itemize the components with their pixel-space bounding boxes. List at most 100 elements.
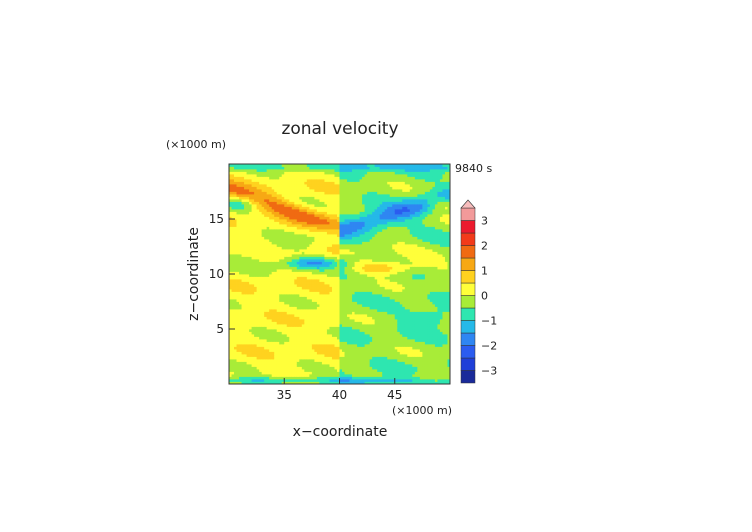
heatmap-cell (294, 221, 298, 225)
heatmap-cell (367, 306, 371, 310)
heatmap-cell (367, 281, 371, 285)
heatmap-cell (367, 346, 371, 350)
heatmap-cell (369, 216, 373, 220)
heatmap-cell (331, 266, 335, 270)
heatmap-cell (289, 209, 293, 212)
heatmap-cell (244, 319, 247, 322)
heatmap-cell (251, 229, 255, 232)
heatmap-cell (254, 281, 258, 285)
heatmap-cell (342, 166, 345, 170)
heatmap-cell (329, 336, 333, 340)
heatmap-cell (334, 359, 338, 362)
heatmap-cell (254, 346, 258, 350)
heatmap-cell (367, 266, 371, 270)
heatmap-cell (354, 256, 358, 260)
heatmap-cell (239, 284, 242, 287)
heatmap-cell (234, 166, 237, 170)
heatmap-cell (367, 229, 371, 232)
heatmap-cell (326, 341, 330, 345)
heatmap-cell (244, 256, 247, 260)
heatmap-cell (369, 324, 373, 327)
heatmap-cell (256, 216, 260, 220)
heatmap-cell (284, 346, 288, 350)
heatmap-cell (311, 301, 315, 305)
heatmap-cell (241, 281, 245, 285)
heatmap-cell (314, 279, 318, 282)
heatmap-cell (276, 361, 280, 365)
heatmap-cell (294, 346, 298, 350)
heatmap-cell (311, 316, 315, 320)
heatmap-cell (354, 301, 358, 305)
heatmap-cell (329, 309, 333, 312)
heatmap-cell (239, 376, 242, 380)
heatmap-cell (316, 241, 320, 245)
heatmap-cell (344, 166, 348, 170)
heatmap-cell (301, 214, 305, 217)
heatmap-cell (314, 371, 318, 375)
heatmap-cell (254, 191, 258, 195)
heatmap-cell (249, 286, 252, 290)
heatmap-cell (291, 294, 295, 297)
heatmap-cell (279, 209, 283, 212)
heatmap-cell (347, 229, 350, 232)
heatmap-cell (291, 366, 295, 370)
heatmap-cell (299, 349, 303, 352)
heatmap-cell (319, 174, 323, 177)
heatmap-cell (236, 221, 240, 225)
heatmap-cell (246, 261, 250, 265)
heatmap-cell (301, 339, 305, 342)
heatmap-cell (319, 291, 323, 295)
heatmap-cell (276, 201, 280, 205)
heatmap-cell (281, 244, 285, 247)
heatmap-cell (306, 356, 310, 360)
heatmap-cell (296, 314, 300, 317)
heatmap-cell (276, 224, 280, 227)
heatmap-cell (281, 261, 285, 265)
heatmap-cell (259, 284, 263, 287)
heatmap-cell (259, 206, 263, 210)
heatmap-cell (326, 329, 330, 332)
heatmap-cell (321, 289, 325, 292)
heatmap-cell (324, 359, 328, 362)
heatmap-cell (342, 336, 345, 340)
heatmap-cell (344, 199, 348, 202)
heatmap-cell (324, 254, 328, 257)
heatmap-cell (324, 226, 328, 230)
heatmap-cell (304, 251, 308, 255)
heatmap-cell (331, 294, 335, 297)
heatmap-cell (274, 291, 278, 295)
heatmap-cell (284, 371, 288, 375)
heatmap-cell (306, 236, 310, 240)
heatmap-cell (347, 166, 350, 170)
heatmap-cell (349, 219, 353, 222)
heatmap-cell (234, 174, 237, 177)
heatmap-cell (244, 221, 247, 225)
heatmap-cell (239, 329, 242, 332)
heatmap-cell (306, 319, 310, 322)
heatmap-cell (311, 219, 315, 222)
heatmap-cell (254, 314, 258, 317)
heatmap-cell (259, 376, 263, 380)
heatmap-cell (246, 376, 250, 380)
heatmap-cell (367, 259, 371, 262)
heatmap-cell (369, 241, 373, 245)
heatmap-cell (329, 179, 333, 182)
heatmap-cell (324, 281, 328, 285)
heatmap-cell (271, 239, 275, 242)
heatmap-cell (334, 164, 338, 167)
heatmap-cell (321, 279, 325, 282)
heatmap-cell (274, 321, 278, 325)
heatmap-cell (367, 294, 371, 297)
heatmap-cell (236, 176, 240, 180)
heatmap-cell (274, 334, 278, 337)
heatmap-cell (236, 164, 240, 167)
heatmap-cell (352, 179, 355, 182)
heatmap-cell (266, 301, 270, 305)
heatmap-cell (319, 169, 323, 172)
heatmap-cell (319, 376, 323, 380)
heatmap-cell (304, 289, 308, 292)
heatmap-cell (276, 189, 280, 192)
heatmap-cell (296, 214, 300, 217)
heatmap-cell (289, 246, 293, 250)
heatmap-cell (319, 241, 323, 245)
